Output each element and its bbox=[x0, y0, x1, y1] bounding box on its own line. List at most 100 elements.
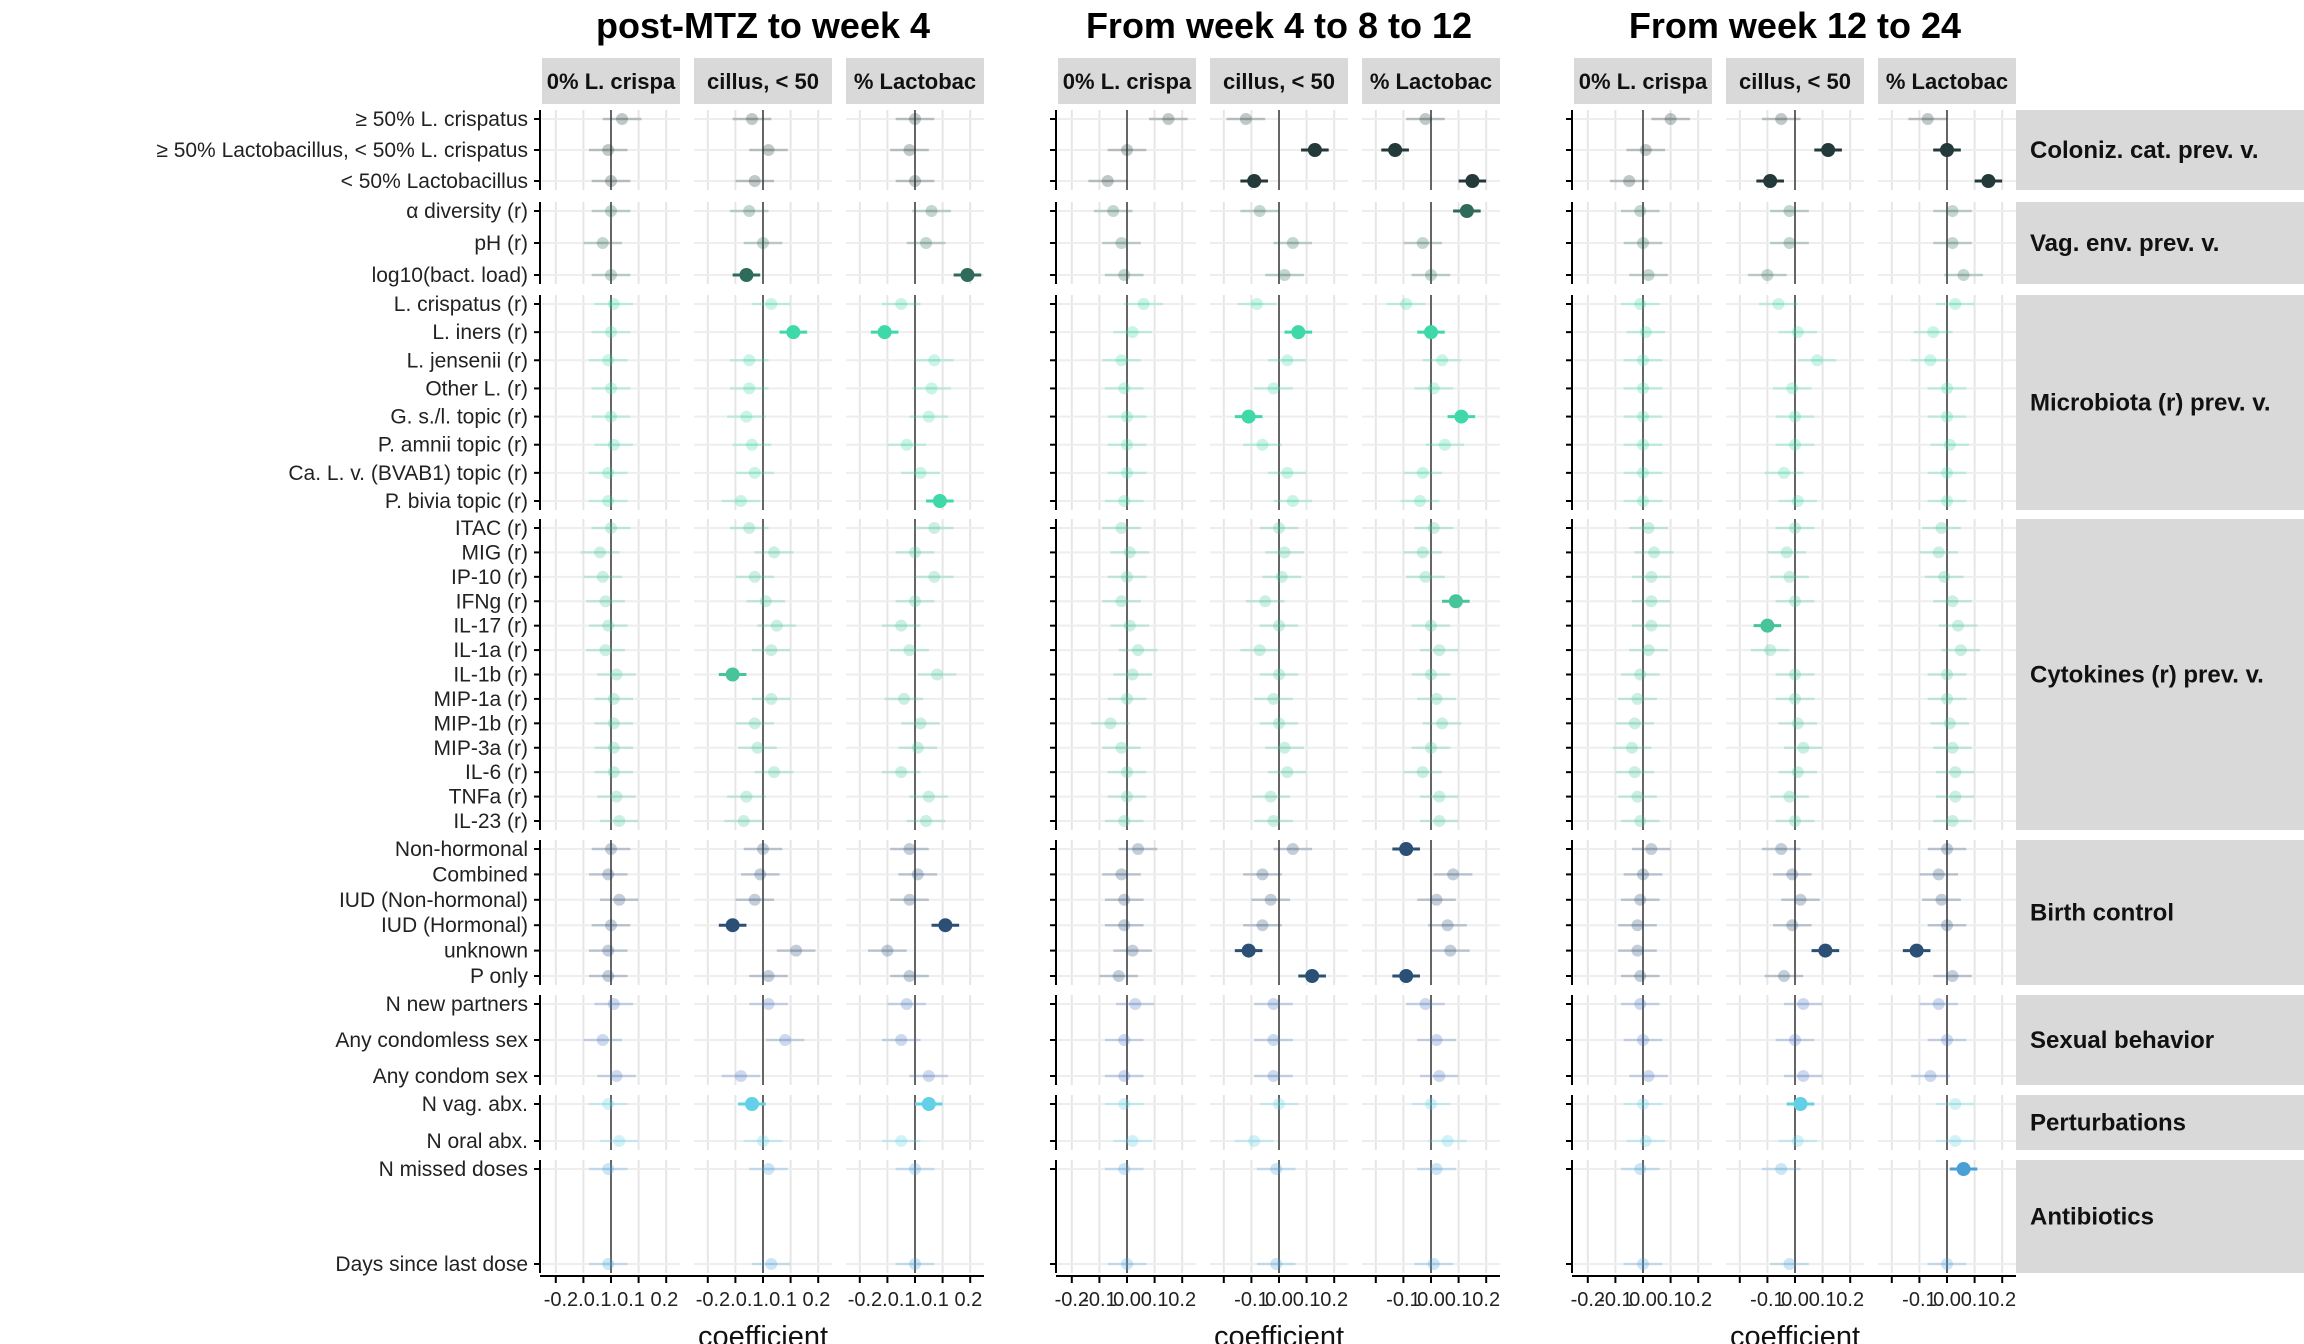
row-label: P. amnii topic (r) bbox=[378, 434, 528, 457]
point-estimate bbox=[1637, 237, 1649, 249]
x-tick-label: 0.2 bbox=[1472, 1289, 1500, 1311]
point-estimate bbox=[1631, 790, 1644, 803]
point-estimate bbox=[1645, 595, 1658, 608]
group-label: Coloniz. cat. prev. v. bbox=[2030, 137, 2259, 164]
point-estimate bbox=[1791, 1135, 1804, 1147]
point-estimate bbox=[1943, 717, 1956, 730]
point-estimate bbox=[897, 692, 910, 705]
point-estimate bbox=[1121, 790, 1133, 803]
point-estimate bbox=[1946, 970, 1959, 982]
point-estimate bbox=[1126, 1135, 1139, 1147]
x-tick-label: -0.1 bbox=[1902, 1289, 1936, 1311]
point-estimate bbox=[599, 595, 612, 608]
x-tick-label: -0.2.0.1.0.1 0.2 bbox=[696, 1289, 831, 1311]
point-estimate bbox=[1783, 205, 1796, 217]
row-label: L. crispatus (r) bbox=[394, 293, 528, 316]
point-estimate bbox=[1430, 1163, 1443, 1175]
panel-title: From week 12 to 24 bbox=[1629, 5, 1961, 46]
point-estimate bbox=[605, 382, 617, 395]
point-estimate bbox=[1639, 326, 1652, 339]
point-estimate bbox=[743, 205, 756, 217]
point-estimate bbox=[1794, 893, 1807, 906]
x-axis-title: coefficient bbox=[1730, 1321, 1860, 1344]
point-estimate bbox=[1783, 570, 1796, 583]
row-label: G. s./l. topic (r) bbox=[390, 406, 528, 429]
point-estimate bbox=[1253, 644, 1266, 657]
point-estimate bbox=[1444, 944, 1457, 957]
point-estimate bbox=[1416, 546, 1429, 559]
point-estimate bbox=[932, 494, 947, 508]
point-estimate bbox=[725, 918, 740, 933]
point-estimate bbox=[1791, 766, 1804, 779]
point-estimate bbox=[1427, 382, 1440, 395]
group-label: Perturbations bbox=[2030, 1110, 2186, 1137]
strip-label: 0% L. crispa bbox=[1063, 69, 1192, 94]
point-estimate bbox=[1943, 438, 1956, 451]
point-estimate bbox=[1413, 495, 1426, 507]
point-estimate bbox=[1932, 868, 1945, 881]
point-estimate bbox=[1126, 944, 1139, 957]
point-estimate bbox=[1425, 668, 1437, 681]
point-estimate bbox=[909, 546, 921, 559]
point-estimate bbox=[1399, 842, 1414, 856]
point-estimate bbox=[762, 998, 775, 1010]
panel-title: From week 4 to 8 to 12 bbox=[1086, 5, 1472, 46]
point-estimate bbox=[748, 570, 761, 583]
point-estimate bbox=[779, 1034, 792, 1046]
x-axis-title: coefficient bbox=[698, 1321, 828, 1344]
point-estimate bbox=[1425, 741, 1437, 754]
point-estimate bbox=[743, 522, 756, 534]
point-estimate bbox=[1267, 815, 1280, 827]
point-estimate bbox=[762, 1163, 775, 1175]
point-estimate bbox=[759, 595, 772, 608]
point-estimate bbox=[1789, 668, 1801, 681]
point-estimate bbox=[1107, 205, 1120, 217]
point-estimate bbox=[1789, 595, 1801, 608]
point-estimate bbox=[1132, 843, 1145, 855]
point-estimate bbox=[1264, 893, 1277, 906]
row-label: N new partners bbox=[386, 993, 528, 1016]
point-estimate bbox=[607, 717, 620, 730]
point-estimate bbox=[786, 325, 801, 340]
x-axis-title: coefficient bbox=[1214, 1321, 1344, 1344]
point-estimate bbox=[1121, 144, 1133, 156]
point-estimate bbox=[1634, 893, 1647, 906]
point-estimate bbox=[1253, 205, 1266, 217]
point-estimate bbox=[1783, 790, 1796, 803]
point-estimate bbox=[1121, 466, 1133, 479]
point-estimate bbox=[877, 325, 892, 340]
point-estimate bbox=[748, 466, 761, 479]
point-estimate bbox=[900, 998, 913, 1010]
point-estimate bbox=[596, 237, 609, 249]
x-tick-label: 0.1 bbox=[1809, 1289, 1837, 1311]
point-estimate bbox=[765, 1258, 778, 1270]
point-estimate bbox=[1425, 269, 1437, 281]
point-estimate bbox=[1465, 174, 1480, 188]
point-estimate bbox=[909, 113, 921, 125]
point-estimate bbox=[1954, 644, 1967, 657]
x-tick-label: -0.2 bbox=[1055, 1289, 1089, 1311]
point-estimate bbox=[1112, 970, 1125, 982]
point-estimate bbox=[931, 668, 944, 681]
strip-header bbox=[542, 58, 680, 104]
point-estimate bbox=[1941, 843, 1953, 855]
point-estimate bbox=[1425, 619, 1437, 632]
strip-header bbox=[1362, 58, 1500, 104]
point-estimate bbox=[1101, 175, 1114, 187]
x-tick-label: 0.2 bbox=[1320, 1289, 1348, 1311]
point-estimate bbox=[605, 269, 617, 281]
point-estimate bbox=[1137, 298, 1150, 310]
point-estimate bbox=[1126, 326, 1139, 339]
point-estimate bbox=[1267, 382, 1280, 395]
x-tick-label: 0.2 bbox=[1988, 1289, 2016, 1311]
point-estimate bbox=[1786, 868, 1799, 881]
point-estimate bbox=[1278, 269, 1291, 281]
point-estimate bbox=[1949, 790, 1962, 803]
point-estimate bbox=[1433, 815, 1446, 827]
point-estimate bbox=[1789, 692, 1801, 705]
point-estimate bbox=[1791, 326, 1804, 339]
point-estimate bbox=[1264, 790, 1277, 803]
point-estimate bbox=[1278, 546, 1291, 559]
point-estimate bbox=[1115, 354, 1128, 367]
point-estimate bbox=[1981, 174, 1996, 188]
